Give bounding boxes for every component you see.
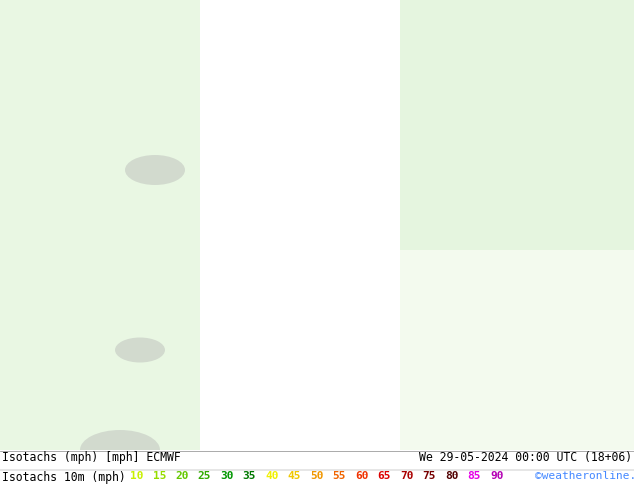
- Text: 55: 55: [332, 470, 346, 481]
- Text: We 29-05-2024 00:00 UTC (18+06): We 29-05-2024 00:00 UTC (18+06): [419, 451, 632, 464]
- Bar: [400, 0, 634, 250]
- Text: 90: 90: [490, 470, 503, 481]
- Text: 25: 25: [198, 470, 211, 481]
- Text: 80: 80: [445, 470, 458, 481]
- Text: 75: 75: [422, 470, 436, 481]
- Text: 50: 50: [310, 470, 323, 481]
- Ellipse shape: [115, 338, 165, 363]
- Bar: [400, 250, 634, 450]
- Text: 45: 45: [287, 470, 301, 481]
- Text: 65: 65: [377, 470, 391, 481]
- Text: Isotachs 10m (mph): Isotachs 10m (mph): [2, 470, 126, 484]
- Text: 40: 40: [265, 470, 278, 481]
- Text: ©weatheronline.co.uk: ©weatheronline.co.uk: [535, 470, 634, 481]
- Ellipse shape: [80, 430, 160, 470]
- Text: 20: 20: [175, 470, 188, 481]
- Text: Isotachs (mph) [mph] ECMWF: Isotachs (mph) [mph] ECMWF: [2, 451, 181, 464]
- Text: 35: 35: [242, 470, 256, 481]
- Bar: [0, 0, 200, 450]
- Text: 30: 30: [220, 470, 233, 481]
- Text: 70: 70: [400, 470, 413, 481]
- Text: 15: 15: [153, 470, 166, 481]
- Text: 60: 60: [355, 470, 368, 481]
- Ellipse shape: [125, 155, 185, 185]
- Text: 10: 10: [130, 470, 143, 481]
- Text: 85: 85: [467, 470, 481, 481]
